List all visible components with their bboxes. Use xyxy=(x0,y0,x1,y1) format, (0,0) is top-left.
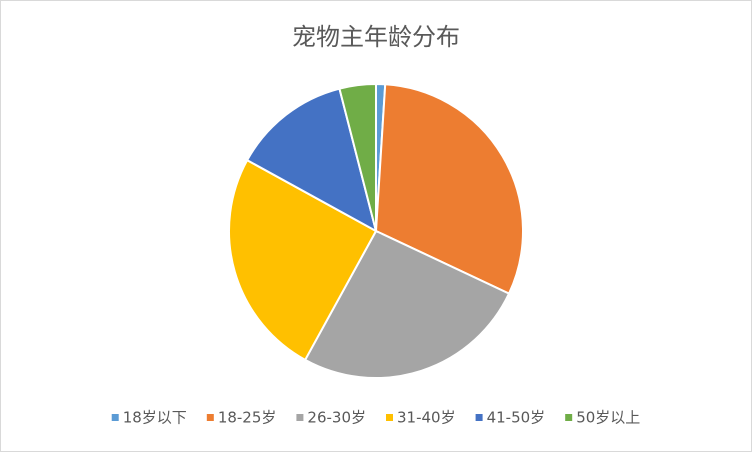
legend-marker xyxy=(386,414,393,421)
pie-slice xyxy=(338,82,377,232)
legend-label: 31-40岁 xyxy=(397,409,456,427)
legend-label: 18-25岁 xyxy=(218,409,277,427)
legend-marker xyxy=(475,414,483,421)
legend-marker xyxy=(111,414,119,421)
legend-marker xyxy=(296,414,304,421)
legend-label: 50岁以上 xyxy=(576,409,640,427)
legend-label: 41-50岁 xyxy=(487,409,546,427)
legend-label: 26-30岁 xyxy=(307,409,366,427)
legend-marker xyxy=(206,414,214,421)
chart-title: 宠物主年龄分布 xyxy=(292,23,460,51)
legend-marker xyxy=(565,414,573,421)
legend: 18岁以下 18-25岁 26-30岁 31-40岁 41-50岁 50岁以上 xyxy=(111,409,640,427)
pie-slice xyxy=(228,158,378,362)
pie-slice xyxy=(245,87,378,233)
pie-slice xyxy=(374,83,524,295)
legend-label: 18岁以下 xyxy=(123,409,187,427)
